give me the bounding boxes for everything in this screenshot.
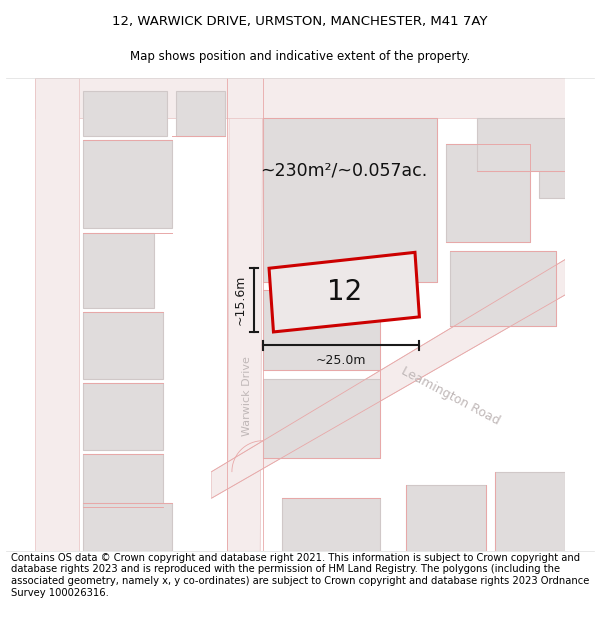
Polygon shape (83, 454, 163, 507)
Polygon shape (83, 140, 172, 229)
Text: Leamington Road: Leamington Road (399, 365, 502, 428)
Text: Contains OS data © Crown copyright and database right 2021. This information is : Contains OS data © Crown copyright and d… (11, 552, 589, 598)
Polygon shape (212, 259, 565, 498)
Polygon shape (494, 472, 565, 551)
Text: 12: 12 (326, 278, 362, 306)
Polygon shape (539, 144, 565, 198)
Text: ~230m²/~0.057ac.: ~230m²/~0.057ac. (260, 162, 428, 180)
Polygon shape (83, 233, 154, 308)
Text: ~15.6m: ~15.6m (234, 275, 247, 325)
Polygon shape (263, 291, 380, 370)
Polygon shape (83, 503, 172, 551)
Polygon shape (446, 144, 530, 242)
Polygon shape (451, 251, 556, 326)
Text: Warwick Drive: Warwick Drive (242, 356, 252, 436)
Polygon shape (263, 118, 437, 281)
Polygon shape (176, 91, 225, 136)
Polygon shape (83, 91, 167, 136)
Text: Map shows position and indicative extent of the property.: Map shows position and indicative extent… (130, 50, 470, 62)
Polygon shape (283, 498, 380, 551)
Text: 12, WARWICK DRIVE, URMSTON, MANCHESTER, M41 7AY: 12, WARWICK DRIVE, URMSTON, MANCHESTER, … (112, 16, 488, 28)
Polygon shape (35, 78, 565, 118)
Polygon shape (477, 118, 565, 171)
Text: ~25.0m: ~25.0m (316, 354, 367, 367)
Polygon shape (263, 379, 380, 458)
Polygon shape (227, 78, 263, 551)
Polygon shape (269, 253, 419, 332)
Polygon shape (83, 312, 163, 379)
Polygon shape (35, 78, 79, 551)
Polygon shape (406, 485, 486, 551)
Polygon shape (83, 383, 163, 449)
